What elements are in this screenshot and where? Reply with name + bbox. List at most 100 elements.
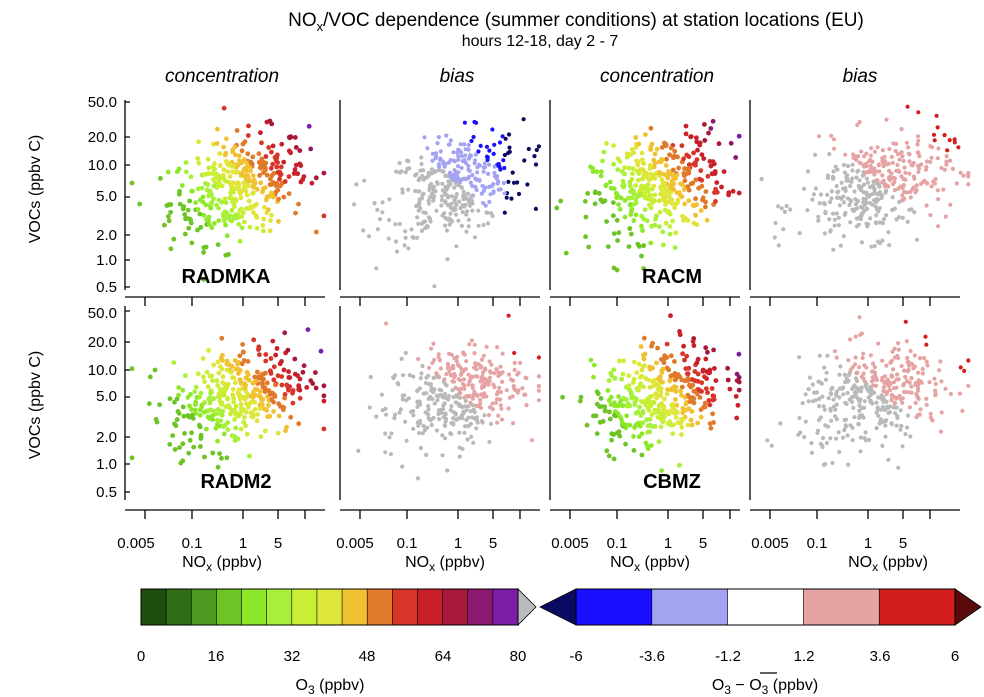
scatter-point — [803, 392, 808, 397]
model-label-radmka: RADMKA — [182, 266, 271, 288]
scatter-point — [444, 216, 449, 221]
scatter-point — [477, 163, 482, 168]
scatter-point — [448, 211, 453, 216]
scatter-point — [641, 266, 647, 271]
scatter-point — [947, 138, 952, 143]
scatter-point — [615, 403, 621, 409]
scatter-point — [938, 429, 944, 434]
scatter-point — [865, 206, 870, 211]
scatter-point — [443, 419, 448, 424]
scatter-point — [611, 231, 617, 237]
scatter-point — [890, 182, 896, 187]
scatter-point — [263, 358, 269, 364]
scatter-point — [254, 387, 260, 392]
scatter-point — [687, 394, 693, 400]
scatter-point — [936, 197, 941, 202]
scatter-point — [856, 365, 862, 370]
scatter-point — [928, 213, 933, 218]
scatter-point — [498, 397, 503, 402]
scatter-point — [640, 160, 646, 166]
scatter-point — [779, 206, 784, 211]
scatter-point — [250, 154, 256, 160]
scatter-point — [266, 145, 272, 150]
scatter-point — [854, 390, 859, 395]
scatter-point — [466, 372, 471, 377]
scatter-point — [610, 200, 616, 206]
scatter-point — [845, 433, 850, 438]
scatter-point — [405, 166, 410, 171]
scatter-point — [876, 413, 881, 418]
scatter-point — [633, 135, 639, 140]
scatter-point — [845, 390, 850, 396]
scatter-point — [677, 190, 682, 196]
scatter-point — [931, 132, 937, 137]
scatter-point — [657, 224, 662, 230]
scatter-point — [679, 392, 684, 398]
scatter-point — [679, 182, 685, 188]
scatter-point — [286, 174, 292, 180]
scatter-point — [914, 237, 920, 242]
scatter-point — [938, 359, 943, 364]
scatter-point — [263, 352, 269, 357]
scatter-point — [470, 208, 475, 213]
scatter-point — [698, 414, 704, 420]
scatter-point — [231, 396, 237, 401]
scatter-point — [673, 384, 679, 390]
scatter-point — [807, 375, 813, 380]
scatter-point — [437, 165, 442, 170]
scatter-point — [464, 359, 469, 364]
scatter-point — [224, 361, 230, 367]
scatter-point — [631, 218, 637, 223]
x-tick-label: 0.1 — [182, 535, 203, 552]
scatter-point — [912, 176, 917, 181]
x-axis-label: NOx (ppbv) — [405, 554, 485, 574]
scatter-point — [457, 454, 462, 459]
scatter-point — [239, 214, 245, 220]
scatter-point — [228, 195, 234, 200]
scatter-point — [704, 376, 709, 381]
scatter-point — [454, 181, 459, 187]
scatter-point — [282, 392, 288, 397]
scatter-point — [788, 207, 793, 212]
scatter-point — [487, 375, 492, 380]
scatter-point — [689, 409, 695, 414]
scatter-point — [670, 422, 676, 428]
scatter-point — [646, 407, 652, 413]
scatter-point — [654, 213, 659, 219]
scatter-point — [263, 370, 268, 376]
scatter-point — [236, 221, 242, 227]
scatter-point — [480, 420, 485, 425]
scatter-point — [462, 383, 467, 388]
scatter-point — [264, 172, 270, 178]
scatter-point — [227, 162, 233, 168]
scatter-point — [468, 376, 473, 381]
scatter-point — [832, 223, 837, 228]
scatter-point — [501, 158, 506, 163]
scatter-point — [446, 160, 451, 165]
scatter-point — [857, 315, 862, 320]
scatter-point — [444, 228, 450, 233]
scatter-point — [153, 416, 159, 422]
scatter-point — [657, 209, 663, 215]
scatter-point — [248, 178, 253, 184]
scatter-point — [837, 372, 842, 377]
scatter-point — [699, 389, 704, 394]
scatter-point — [708, 126, 714, 131]
scatter-point — [867, 193, 873, 198]
scatter-point — [425, 146, 430, 151]
scatter-point — [829, 196, 834, 201]
scatter-point — [888, 404, 893, 409]
scatter-point — [909, 384, 914, 389]
scatter-point — [165, 169, 171, 175]
scatter-point — [504, 195, 509, 200]
scatter-point — [944, 154, 949, 159]
scatter-point — [832, 217, 838, 222]
scatter-point — [174, 396, 180, 402]
scatter-point — [213, 171, 219, 177]
scatter-point — [806, 387, 811, 392]
scatter-point — [898, 427, 903, 432]
scatter-point — [167, 396, 173, 402]
scatter-point — [172, 399, 177, 405]
scatter-point — [448, 373, 453, 378]
scatter-point — [262, 205, 267, 210]
